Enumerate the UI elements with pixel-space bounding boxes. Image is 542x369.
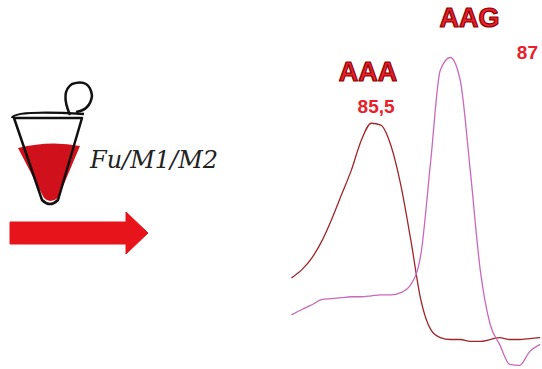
svg-text:AAG: AAG — [439, 3, 499, 33]
svg-text:Fu/M1/M2: Fu/M1/M2 — [89, 146, 218, 174]
svg-text:85,5: 85,5 — [358, 96, 395, 117]
svg-text:AAA: AAA — [339, 57, 398, 87]
svg-text:87: 87 — [517, 42, 538, 63]
